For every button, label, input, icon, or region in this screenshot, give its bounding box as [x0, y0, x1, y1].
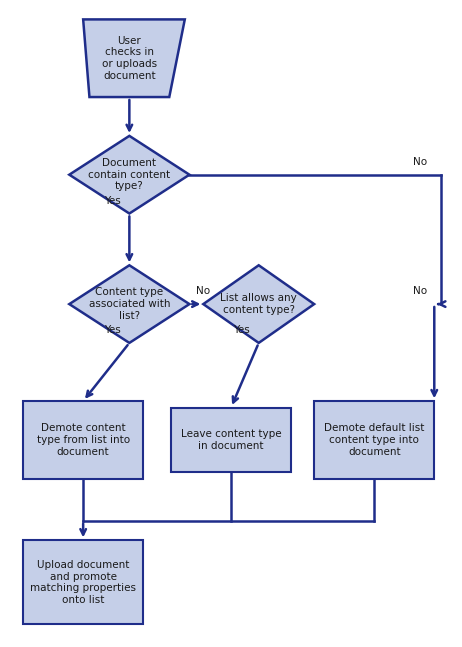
Polygon shape: [83, 19, 185, 97]
Text: Yes: Yes: [104, 325, 121, 335]
Text: User
checks in
or uploads
document: User checks in or uploads document: [102, 36, 157, 81]
Text: No: No: [413, 286, 427, 296]
Text: No: No: [413, 157, 427, 167]
Text: Leave content type
in document: Leave content type in document: [181, 429, 281, 451]
Text: Demote content
type from list into
document: Demote content type from list into docum…: [36, 423, 130, 457]
Text: List allows any
content type?: List allows any content type?: [220, 293, 297, 315]
Text: No: No: [196, 286, 211, 296]
Text: Yes: Yes: [104, 195, 121, 206]
Polygon shape: [69, 265, 189, 343]
FancyBboxPatch shape: [171, 408, 291, 472]
FancyBboxPatch shape: [23, 540, 143, 624]
Text: Upload document
and promote
matching properties
onto list: Upload document and promote matching pro…: [30, 560, 136, 605]
FancyBboxPatch shape: [23, 401, 143, 479]
Polygon shape: [69, 136, 189, 214]
Text: Content type
associated with
list?: Content type associated with list?: [89, 287, 170, 321]
Text: Demote default list
content type into
document: Demote default list content type into do…: [324, 423, 425, 457]
Text: Document
contain content
type?: Document contain content type?: [88, 158, 170, 192]
FancyBboxPatch shape: [314, 401, 434, 479]
Text: Yes: Yes: [233, 325, 250, 335]
Polygon shape: [203, 265, 314, 343]
